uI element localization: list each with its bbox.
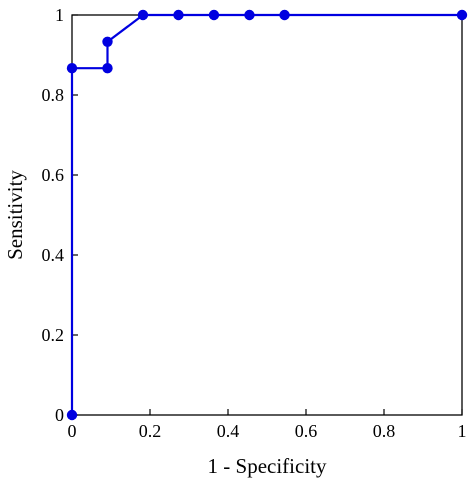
roc-data-point (456, 9, 468, 21)
y-tick-label: 0 (55, 405, 64, 425)
y-tick-label: 0.6 (42, 165, 65, 185)
y-tick-label: 0.4 (42, 245, 65, 265)
y-tick-label: 0.8 (42, 85, 65, 105)
y-tick-label: 0.2 (42, 325, 65, 345)
roc-data-point (244, 9, 255, 21)
plot-frame (71, 14, 463, 416)
x-tick-label: 0 (68, 421, 77, 441)
x-tick-label: 0.8 (373, 421, 396, 441)
x-tick-label: 0.6 (295, 421, 318, 441)
roc-curve-line (70, 13, 462, 415)
x-tick-label: 0.4 (217, 421, 240, 441)
roc-data-point (208, 9, 220, 21)
roc-data-point (279, 9, 290, 21)
roc-data-point (102, 36, 113, 47)
x-axis-title: 1 - Specificity (208, 454, 327, 478)
roc-data-point (137, 9, 149, 21)
x-tick-label: 0.2 (139, 421, 162, 441)
roc-data-point (102, 62, 113, 74)
x-tick-label: 1 (458, 421, 467, 441)
roc-data-point (66, 409, 78, 421)
y-axis-title: Sensitivity (3, 170, 27, 260)
roc-data-point (66, 62, 78, 74)
roc-data-point (173, 9, 184, 21)
y-tick-label: 1 (55, 5, 64, 25)
